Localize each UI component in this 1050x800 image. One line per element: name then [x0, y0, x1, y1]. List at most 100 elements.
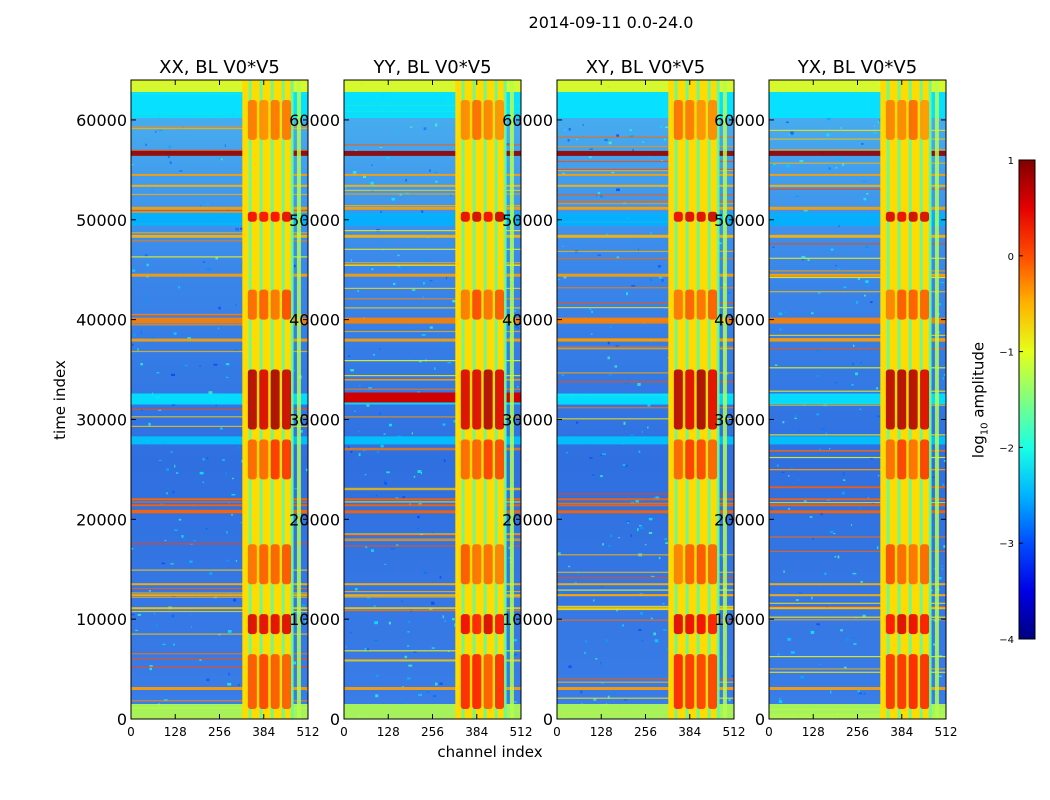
noise-speckle — [384, 563, 386, 565]
noise-speckle — [408, 620, 411, 623]
noise-speckle — [856, 301, 859, 304]
noise-speckle — [932, 476, 935, 478]
noise-speckle — [816, 349, 820, 352]
time-band — [131, 206, 308, 210]
noise-speckle — [371, 268, 374, 271]
noise-speckle — [820, 512, 823, 516]
time-band — [557, 206, 734, 210]
time-band — [769, 393, 946, 405]
rfi-blob — [259, 544, 269, 585]
rfi-blob — [472, 614, 482, 635]
noise-speckle — [138, 604, 141, 606]
rfi-line — [557, 169, 734, 172]
noise-speckle — [865, 280, 869, 283]
noise-speckle — [391, 198, 395, 201]
noise-speckle — [413, 475, 416, 478]
noise-speckle — [131, 164, 134, 166]
noise-speckle — [821, 615, 823, 618]
noise-speckle — [939, 303, 942, 306]
noise-speckle — [836, 157, 841, 160]
noise-speckle — [864, 294, 866, 297]
rfi-blob — [270, 369, 280, 430]
noise-speckle — [589, 148, 593, 150]
rfi-line — [344, 539, 521, 542]
rfi-blob — [247, 439, 257, 480]
noise-speckle — [240, 123, 243, 125]
noise-speckle — [842, 163, 845, 166]
noise-speckle — [662, 602, 665, 605]
noise-speckle — [859, 692, 863, 695]
rfi-blob — [708, 654, 718, 710]
rfi-line — [131, 232, 308, 234]
y-tick-label: 50000 — [289, 211, 340, 230]
rfi-blob — [495, 369, 505, 430]
noise-speckle — [167, 487, 169, 490]
noise-speckle — [642, 141, 644, 143]
noise-speckle — [562, 172, 565, 175]
rfi-blob — [685, 369, 695, 430]
noise-speckle — [172, 490, 175, 494]
noise-speckle — [568, 565, 571, 568]
colorbar-tick-label: 0 — [1008, 252, 1014, 263]
rfi-line — [344, 596, 521, 598]
time-band — [557, 393, 734, 405]
rfi-blob — [259, 289, 269, 320]
rfi-line — [769, 619, 946, 621]
noise-speckle — [513, 701, 517, 703]
noise-speckle — [365, 648, 369, 651]
rfi-line — [131, 543, 308, 545]
time-band — [557, 510, 734, 514]
noise-speckle — [218, 157, 220, 160]
noise-speckle — [568, 665, 572, 669]
noise-speckle — [720, 667, 723, 669]
noise-speckle — [450, 242, 453, 245]
noise-speckle — [404, 655, 408, 659]
noise-speckle — [140, 331, 142, 334]
rfi-blob — [908, 289, 918, 320]
time-band — [344, 436, 521, 445]
y-tick-label: 20000 — [76, 510, 127, 529]
noise-speckle — [397, 435, 402, 437]
y-tick-label: 0 — [755, 710, 765, 729]
time-band — [344, 583, 521, 586]
noise-speckle — [191, 626, 193, 628]
noise-speckle — [156, 372, 160, 374]
noise-speckle — [401, 600, 403, 602]
noise-speckle — [632, 148, 634, 152]
noise-speckle — [407, 631, 410, 633]
noise-speckle — [388, 423, 393, 427]
y-tick-label: 60000 — [714, 111, 765, 130]
rfi-blob — [460, 369, 470, 430]
noise-speckle — [803, 500, 807, 503]
rfi-line — [131, 658, 308, 660]
time-band — [344, 273, 521, 277]
noise-speckle — [423, 571, 428, 574]
y-tick-label: 30000 — [502, 410, 553, 429]
time-band — [557, 607, 734, 610]
rfi-blob — [282, 99, 292, 140]
noise-speckle — [231, 494, 236, 496]
noise-speckle — [821, 428, 825, 431]
noise-speckle — [659, 126, 662, 128]
noise-speckle — [179, 170, 183, 172]
noise-speckle — [641, 640, 644, 642]
noise-speckle — [508, 547, 511, 550]
noise-speckle — [623, 699, 628, 701]
noise-speckle — [155, 624, 158, 627]
x-tick-label: 128 — [590, 725, 613, 739]
time-band — [557, 338, 734, 342]
noise-speckle — [593, 599, 595, 602]
noise-speckle — [873, 125, 876, 127]
rfi-blob — [885, 211, 895, 222]
rfi-blob — [897, 211, 907, 222]
rfi-blob — [270, 614, 280, 635]
noise-speckle — [568, 128, 571, 131]
rfi-line — [769, 502, 946, 504]
rfi-line — [557, 589, 734, 591]
rfi-blob — [247, 544, 257, 585]
time-band — [131, 594, 308, 597]
rfi-blob — [259, 211, 269, 222]
noise-speckle — [206, 268, 211, 271]
noise-speckle — [939, 577, 942, 580]
rfi-line — [557, 145, 734, 148]
